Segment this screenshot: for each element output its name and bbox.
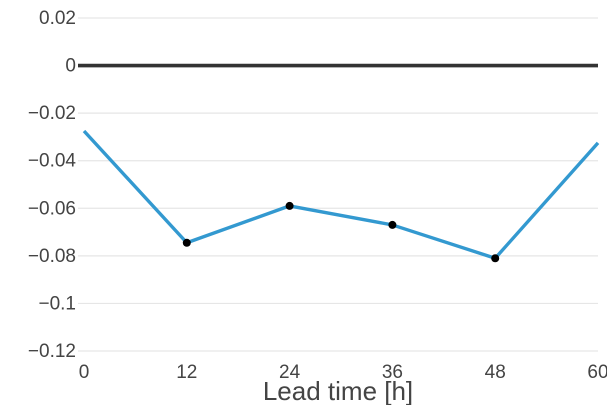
x-tick-labels: 0 12 24 36 48 60 [79,362,607,383]
x-axis-title: Lead time [h] [263,376,413,405]
y-tick-label: 0 [65,56,76,77]
x-tick-label: 60 [587,362,607,383]
x-tick-label: 48 [485,362,506,383]
y-tick-label: −0.04 [28,151,77,172]
x-tick-label: 24 [279,362,301,383]
x-tick-label: 12 [176,362,197,383]
series-line [82,129,600,260]
y-tick-label: −0.12 [28,341,76,362]
marker-layer [182,201,500,263]
y-tick-labels: 0.02 0 −0.02 −0.04 −0.06 −0.08 −0.1 −0.12 [28,8,77,362]
y-tick-label: 0.02 [39,8,76,29]
x-tick-label: 0 [79,362,90,383]
data-point-marker [491,254,500,263]
y-tick-label: −0.1 [38,293,76,314]
grid-layer [78,17,598,352]
y-tick-label: −0.08 [28,246,76,267]
data-point-marker [285,201,294,210]
data-point-marker [182,238,191,247]
y-tick-label: −0.02 [28,103,76,124]
y-tick-label: −0.06 [28,198,76,219]
x-tick-label: 36 [382,362,403,383]
series-layer [82,129,600,260]
data-point-marker [388,220,397,229]
